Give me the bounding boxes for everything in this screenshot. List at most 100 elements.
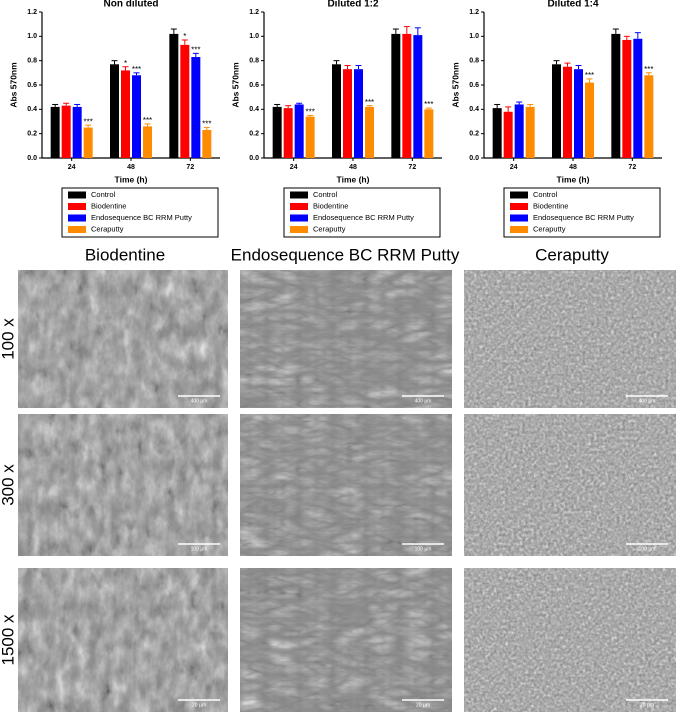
error-bar — [634, 32, 641, 39]
sem-image — [464, 568, 676, 712]
legend-label: Biodentine — [313, 201, 348, 210]
sem-image — [240, 414, 452, 556]
bar — [305, 116, 315, 158]
x-tick-label: 48 — [569, 164, 577, 171]
y-tick-label: 0.2 — [249, 131, 259, 138]
significance-label: *** — [191, 45, 200, 54]
error-bar — [203, 127, 210, 131]
bar — [391, 33, 401, 158]
sem-image — [18, 568, 228, 712]
scale-bar-label: 400 µm — [191, 398, 208, 404]
legend-box — [503, 187, 661, 238]
bar — [424, 109, 434, 158]
error-bar — [296, 102, 303, 105]
x-tick-label: 72 — [408, 164, 416, 171]
y-tick-label: 0.6 — [27, 82, 37, 89]
significance-label: *** — [83, 117, 92, 126]
row-label: 1500 x — [0, 614, 17, 666]
error-bar — [516, 101, 523, 105]
error-bar — [133, 72, 140, 76]
bar — [61, 105, 71, 158]
x-axis-label: Time (h) — [115, 174, 148, 184]
error-bar — [192, 52, 199, 58]
bar — [180, 44, 190, 158]
error-bar — [122, 66, 129, 71]
y-tick-label: 1.2 — [249, 9, 259, 16]
error-bar — [575, 65, 582, 70]
significance-label: *** — [585, 71, 594, 80]
sem-image — [464, 414, 676, 556]
y-tick-label: 1.0 — [249, 33, 259, 40]
bar — [343, 69, 352, 158]
error-bar — [553, 60, 560, 65]
chart-title: Diluted 1:2 — [327, 0, 379, 10]
error-bar — [285, 105, 292, 109]
error-bar — [274, 103, 281, 107]
bar — [611, 33, 621, 158]
error-bar — [74, 103, 81, 107]
x-tick-label: 24 — [290, 164, 298, 171]
bar — [413, 35, 423, 158]
error-bar — [111, 60, 118, 65]
x-tick-label: 24 — [68, 164, 76, 171]
column-header: Endosequence BC RRM Putty — [231, 245, 460, 264]
legend-label: Ceraputty — [533, 224, 566, 233]
scale-bar-label: 20 µm — [416, 702, 430, 708]
sem-image — [464, 270, 676, 408]
x-axis-label: Time (h) — [337, 174, 370, 184]
x-tick-label: 48 — [349, 164, 357, 171]
legend-label: Control — [533, 190, 558, 199]
chart-title: Diluted 1:4 — [547, 0, 599, 10]
sem-image — [18, 270, 228, 408]
legend-swatch — [510, 203, 528, 210]
bar — [50, 106, 60, 158]
legend-swatch — [68, 191, 86, 199]
x-axis-label: Time (h) — [557, 174, 590, 184]
y-axis-label: Abs 570nm — [8, 62, 18, 108]
error-bar — [586, 78, 593, 83]
x-tick-label: 72 — [628, 164, 636, 171]
error-bar — [85, 124, 92, 128]
error-bar — [612, 28, 619, 34]
error-bar — [333, 60, 340, 65]
y-tick-label: 1.2 — [469, 9, 479, 16]
x-tick-label: 24 — [510, 164, 518, 171]
y-tick-label: 0.6 — [249, 82, 259, 89]
error-bar — [63, 102, 70, 106]
legend-swatch — [290, 203, 308, 210]
error-bar — [527, 103, 534, 107]
legend-swatch — [68, 226, 86, 233]
error-bar — [307, 114, 314, 117]
bar — [492, 108, 502, 158]
error-bar — [181, 39, 188, 45]
bar — [110, 64, 119, 158]
bar — [169, 33, 179, 158]
scale-bar-label: 400 µm — [415, 398, 432, 404]
significance-label: *** — [132, 65, 141, 74]
significance-label: *** — [305, 108, 314, 117]
significance-label: *** — [424, 100, 433, 109]
bar — [503, 111, 513, 158]
legend-swatch — [510, 191, 528, 199]
bar — [202, 130, 212, 158]
y-tick-label: 0.0 — [249, 155, 259, 162]
y-tick-label: 1.2 — [27, 9, 37, 16]
bar — [72, 106, 82, 158]
y-tick-label: 0.8 — [27, 58, 37, 65]
scale-bar-label: 100 µm — [639, 546, 656, 552]
error-bar — [645, 72, 652, 76]
error-bar — [170, 28, 177, 34]
significance-label: *** — [365, 98, 374, 107]
bar — [585, 82, 594, 158]
error-bar — [494, 103, 501, 109]
significance-label: *** — [202, 120, 211, 129]
legend-swatch — [290, 226, 308, 233]
bar — [143, 126, 152, 158]
error-bar — [392, 28, 399, 34]
bar — [574, 69, 583, 158]
error-bar — [623, 35, 630, 40]
error-bar — [144, 123, 151, 127]
chart-title: Non diluted — [104, 0, 159, 10]
bar — [354, 69, 363, 158]
x-tick-label: 48 — [127, 164, 135, 171]
